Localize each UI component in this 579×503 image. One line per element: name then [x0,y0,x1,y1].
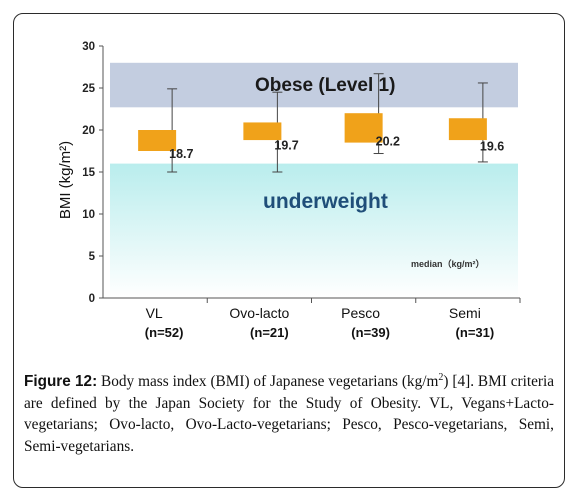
median-value-label: 19.6 [480,139,504,153]
median-value-label: 18.7 [169,147,193,161]
figure-label: Figure 12: [24,373,98,390]
y-tick-label: 0 [89,293,95,305]
obese-band [110,62,518,108]
median-value-label: 19.7 [274,139,298,153]
x-category-label: Ovo-lacto [229,305,289,321]
median-value-label: 20.2 [376,134,400,148]
underweight-band-label: underweight [263,190,388,213]
underweight-band [110,163,518,298]
median-unit-note: median（kg/m²） [411,259,485,269]
x-category-label: VL [146,305,163,321]
iqr-box [243,122,282,141]
figure-caption: Figure 12: Body mass index (BMI) of Japa… [24,371,554,457]
y-tick-label: 15 [82,167,95,179]
sample-size-label: (n=39) [351,325,390,340]
bmi-box-chart: Obese (Level 1) underweight 0 5 10 15 20 25 30… [57,41,521,340]
sample-size-label: (n=21) [250,325,289,340]
x-category-label: Semi [449,305,481,321]
iqr-box [448,118,487,141]
x-category-label: Pesco [341,305,380,321]
y-tick-label: 5 [89,251,96,263]
iqr-box [344,113,383,143]
y-tick-label: 25 [82,83,95,95]
iqr-box [138,130,177,151]
caption-text-2: ) [4]. BMI criteria are defined by the J… [24,373,554,455]
sample-size-label: (n=52) [145,325,184,340]
caption-text-1: Body mass index (BMI) of Japanese vegeta… [97,373,439,390]
y-axis-title: BMI (kg/m²) [57,141,74,219]
y-tick-label: 10 [82,209,95,221]
caption-superscript: 2 [438,371,444,383]
y-tick-label: 20 [82,125,95,137]
obese-band-label: Obese (Level 1) [255,75,395,96]
sample-size-label: (n=31) [456,325,495,340]
y-tick-label: 30 [82,41,95,53]
